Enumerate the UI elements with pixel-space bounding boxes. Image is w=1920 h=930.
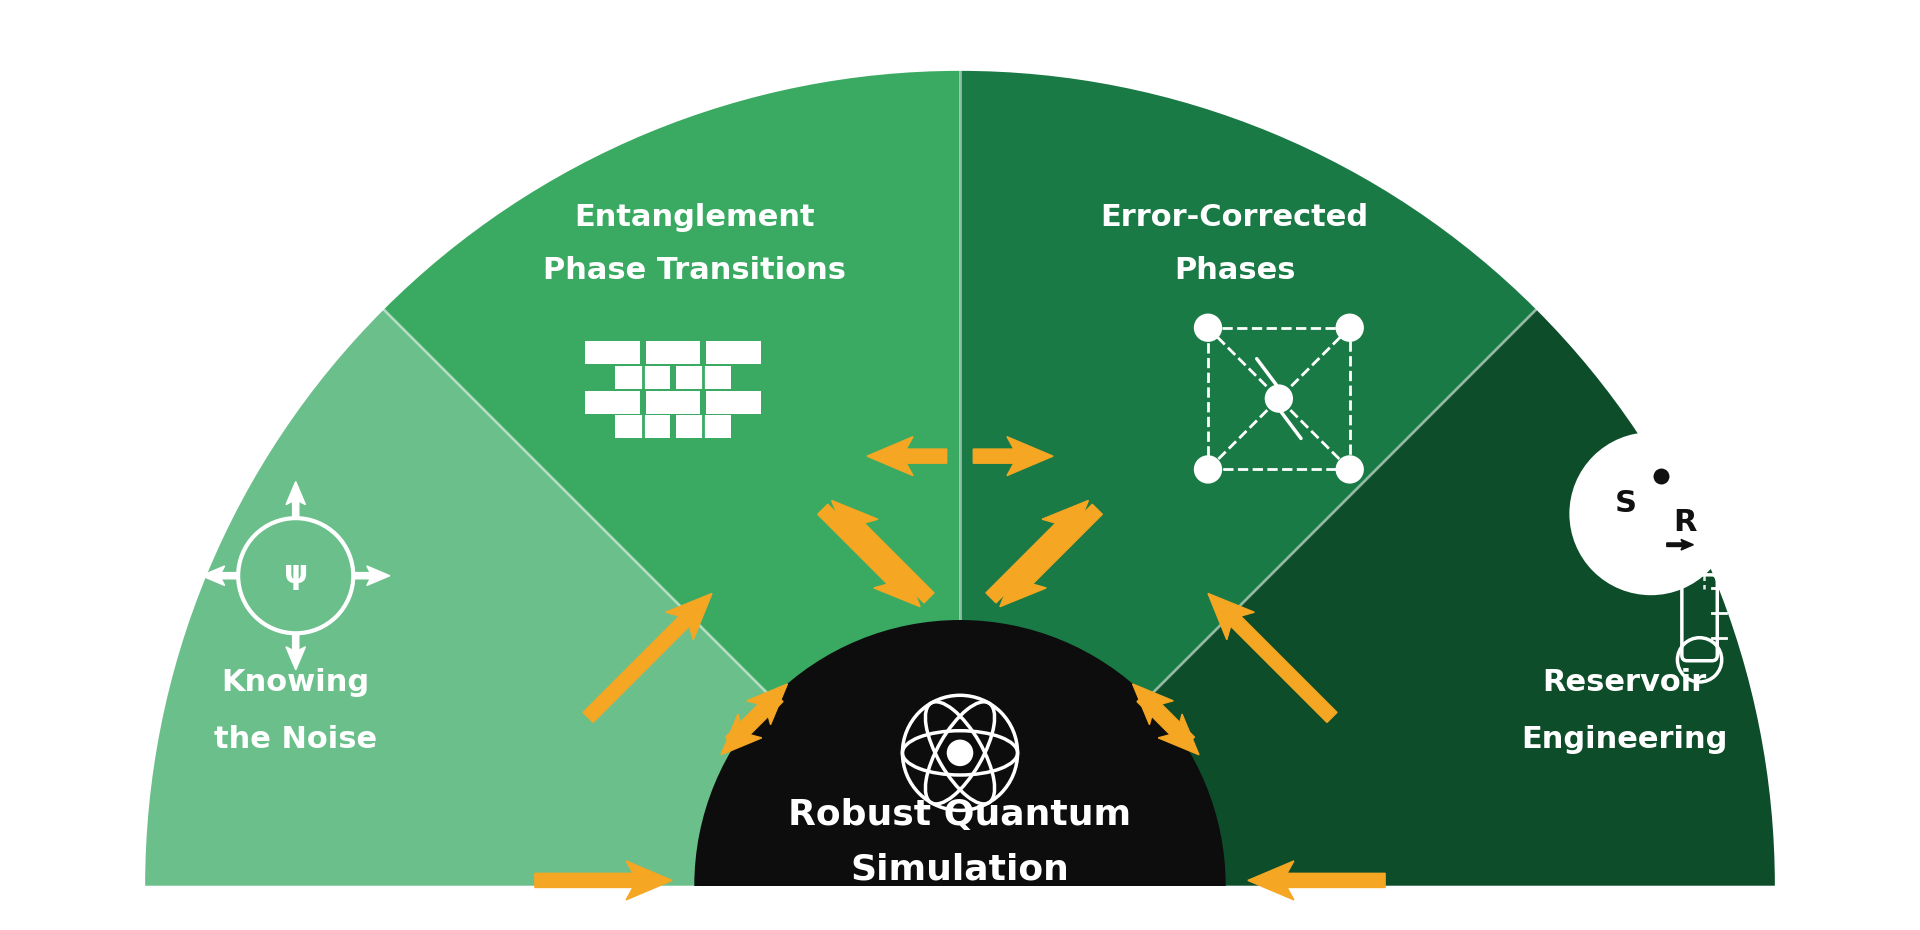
Wedge shape [960,310,1774,885]
Text: Knowing: Knowing [221,668,371,697]
Circle shape [1265,384,1292,413]
FancyArrow shape [1000,504,1102,606]
Text: Phase Transitions: Phase Transitions [543,256,847,285]
FancyArrow shape [722,693,783,755]
Text: Engineering: Engineering [1521,725,1728,754]
Circle shape [1194,313,1223,342]
FancyBboxPatch shape [645,391,701,414]
FancyBboxPatch shape [645,341,701,364]
Text: S: S [1615,488,1638,518]
FancyArrow shape [987,500,1089,603]
Circle shape [947,739,973,766]
FancyArrow shape [1208,593,1336,723]
Text: Simulation: Simulation [851,853,1069,887]
FancyArrow shape [286,633,305,670]
FancyBboxPatch shape [586,391,639,414]
FancyArrow shape [584,593,712,723]
FancyBboxPatch shape [616,416,670,438]
Circle shape [695,620,1225,930]
Wedge shape [146,310,960,885]
FancyArrow shape [202,566,238,586]
FancyArrow shape [536,861,672,900]
FancyBboxPatch shape [616,365,670,389]
FancyArrow shape [818,504,920,606]
Circle shape [1336,313,1363,342]
FancyArrow shape [1137,693,1198,755]
FancyBboxPatch shape [707,341,760,364]
Circle shape [1653,469,1670,485]
FancyArrow shape [353,566,390,586]
Text: Reservoir: Reservoir [1542,668,1707,697]
FancyArrow shape [726,684,787,746]
Text: the Noise: the Noise [215,725,376,754]
Wedge shape [384,71,960,885]
Text: Entanglement: Entanglement [574,203,814,232]
FancyArrow shape [1133,684,1194,746]
Text: R: R [1672,508,1695,537]
Circle shape [1569,432,1732,595]
Circle shape [1336,456,1363,484]
Text: Phases: Phases [1173,256,1296,285]
FancyBboxPatch shape [676,365,732,389]
FancyArrow shape [286,482,305,518]
Text: Robust Quantum: Robust Quantum [789,798,1131,831]
FancyArrow shape [868,437,947,475]
Circle shape [1194,456,1223,484]
FancyArrow shape [973,437,1052,475]
FancyArrow shape [831,500,933,603]
FancyArrow shape [1248,861,1384,900]
Wedge shape [960,71,1536,885]
FancyBboxPatch shape [586,341,639,364]
Circle shape [238,518,353,633]
FancyBboxPatch shape [676,416,732,438]
FancyArrow shape [1667,539,1693,550]
Bar [0,885,1920,930]
Text: Error-Corrected: Error-Corrected [1100,203,1369,232]
FancyBboxPatch shape [707,391,760,414]
Text: ψ: ψ [284,561,307,591]
